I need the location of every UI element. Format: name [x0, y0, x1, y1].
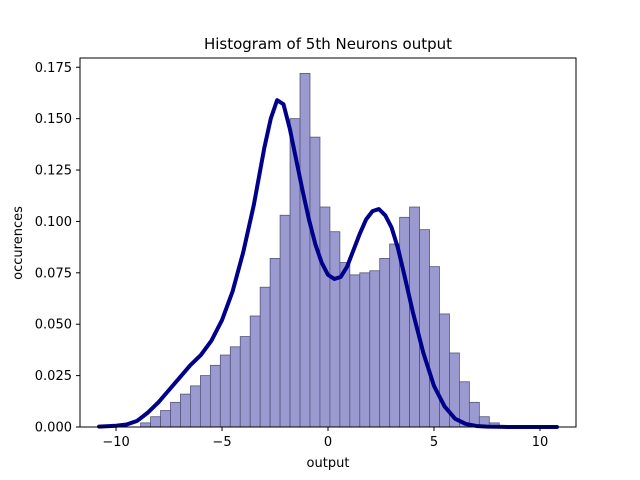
- x-tick-label: 0: [324, 435, 332, 450]
- histogram-bar: [199, 375, 211, 428]
- histogram-bar: [239, 336, 251, 428]
- histogram-bar: [349, 274, 361, 428]
- histogram-bar: [229, 346, 241, 428]
- x-tick-label: −5: [212, 435, 231, 450]
- x-axis: −10 −5 0 5 10: [102, 427, 548, 450]
- histogram-bar: [379, 258, 391, 428]
- histogram-bar: [309, 136, 321, 428]
- histogram-bar: [339, 262, 351, 428]
- y-tick-label: 0.000: [35, 421, 72, 436]
- histogram-bar: [369, 270, 381, 428]
- y-tick-label: 0.050: [35, 318, 72, 333]
- y-tick-label: 0.150: [35, 112, 72, 127]
- histogram-bar: [150, 416, 161, 428]
- histogram-bar: [419, 229, 430, 428]
- x-tick-label: 10: [532, 435, 549, 450]
- histogram-bar: [319, 206, 331, 428]
- y-axis: 0.000 0.025 0.050 0.075 0.100 0.125 0.150 0.175: [35, 61, 80, 436]
- histogram-bar: [299, 73, 311, 428]
- histogram-bar: [279, 214, 291, 428]
- y-tick-label: 0.075: [35, 266, 72, 281]
- histogram-bar: [209, 364, 221, 428]
- histogram-bar: [389, 243, 401, 428]
- y-tick-label: 0.100: [35, 215, 72, 230]
- kde-curve: [97, 98, 559, 429]
- x-tick-label: 5: [430, 435, 438, 450]
- bars-group: [140, 73, 500, 428]
- histogram-bar: [160, 410, 171, 428]
- y-tick-label: 0.175: [35, 61, 72, 76]
- histogram-bar: [329, 231, 341, 428]
- y-axis-label: occurences: [11, 206, 26, 280]
- y-tick-label: 0.025: [35, 369, 72, 384]
- y-tick-label: 0.125: [35, 164, 72, 179]
- histogram-bar: [180, 393, 191, 428]
- histogram-bar: [249, 315, 261, 428]
- histogram-bar: [259, 286, 271, 428]
- chart-title: Histogram of 5th Neurons output: [204, 35, 452, 53]
- histogram-bar: [429, 266, 440, 428]
- x-tick-label: −10: [102, 435, 129, 450]
- histogram-bar: [190, 385, 201, 428]
- histogram-bar: [359, 272, 371, 428]
- histogram-bar: [399, 216, 411, 428]
- x-axis-label: output: [307, 456, 350, 471]
- histogram-bar: [219, 354, 231, 428]
- histogram-bar: [170, 401, 181, 428]
- histogram-bar: [269, 258, 281, 428]
- histogram-bar: [140, 422, 151, 428]
